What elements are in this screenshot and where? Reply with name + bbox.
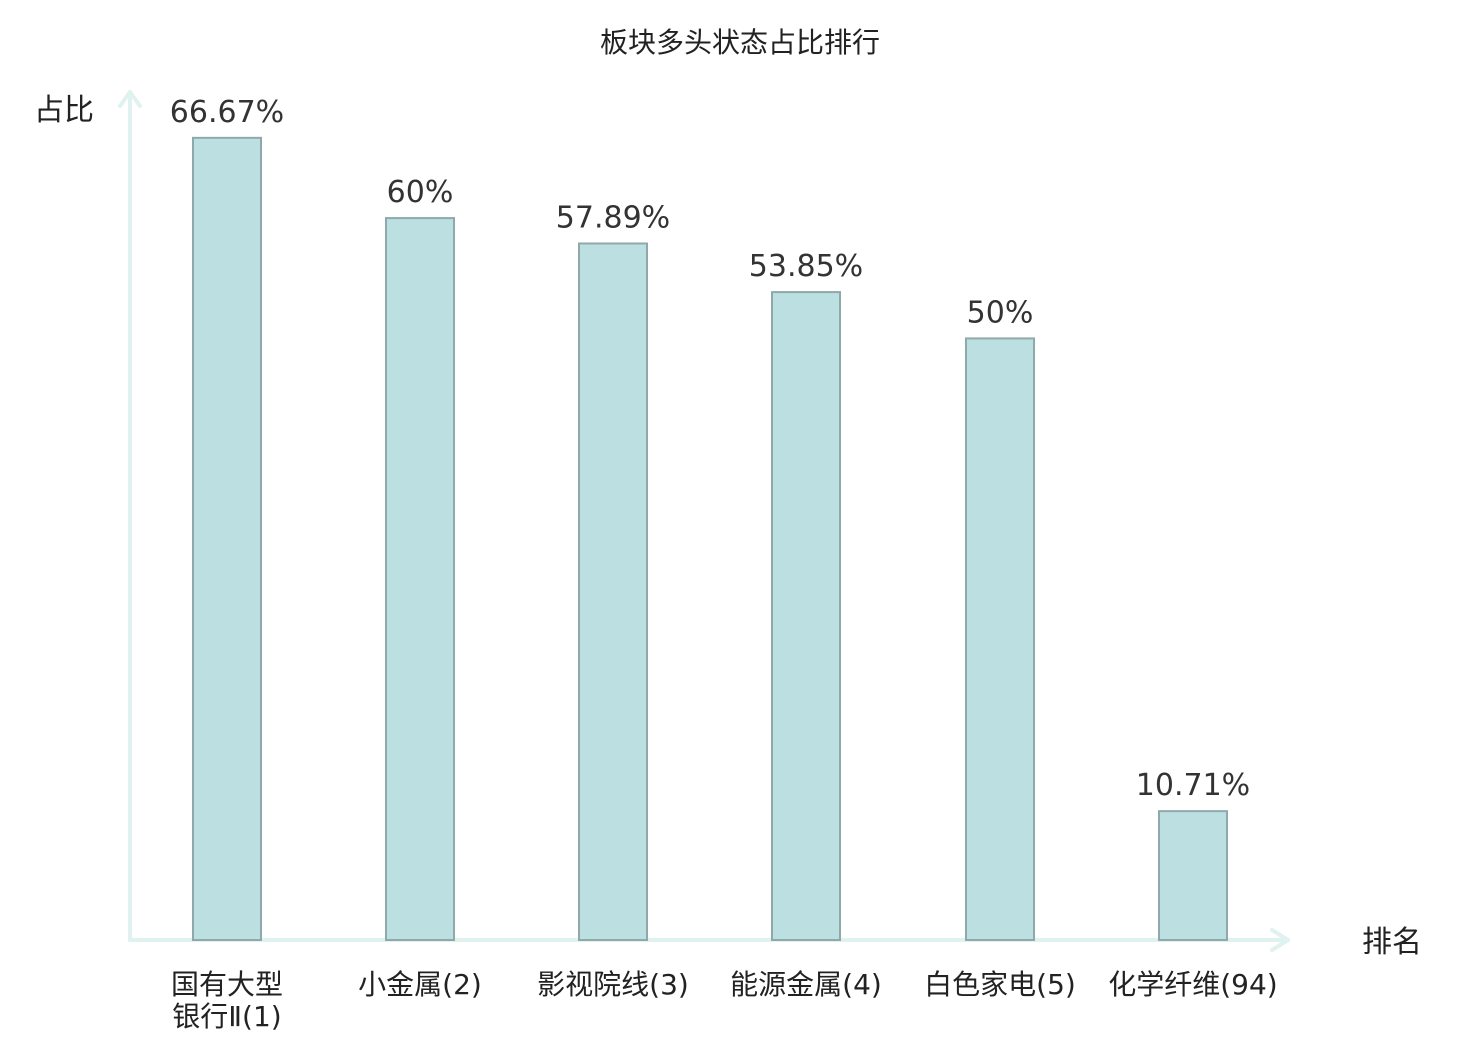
- x-axis-label: 排名: [1362, 925, 1422, 960]
- bar-6: [1158, 810, 1228, 942]
- value-label-1: 66.67%: [170, 95, 284, 130]
- category-label-line: 国有大型: [171, 968, 283, 1001]
- value-label-6: 10.71%: [1136, 768, 1250, 803]
- bar-2: [385, 217, 455, 942]
- x-axis: [128, 928, 1290, 952]
- category-label-2: 小金属(2): [358, 968, 482, 1001]
- value-label-2: 60%: [387, 175, 454, 210]
- value-labels-group: 66.67% 60% 57.89% 53.85% 50% 10.71%: [170, 95, 1250, 803]
- category-label-line: 影视院线(3): [537, 968, 689, 1001]
- bars-group: [192, 136, 1228, 942]
- category-label-1: 国有大型银行Ⅱ(1): [171, 968, 283, 1033]
- category-label-line: 白色家电(5): [924, 968, 1076, 1001]
- bar-4: [771, 291, 841, 941]
- category-label-line: 能源金属(4): [730, 968, 882, 1001]
- category-labels-group: 国有大型银行Ⅱ(1) 小金属(2) 影视院线(3) 能源金属(4) 白色家电(5) 化学纤…: [171, 968, 1278, 1033]
- category-label-line: 化学纤维(94): [1108, 968, 1277, 1001]
- category-label-line: 银行Ⅱ(1): [172, 1000, 281, 1033]
- category-label-4: 能源金属(4): [730, 968, 882, 1001]
- value-label-3: 57.89%: [556, 200, 670, 235]
- bar-3: [578, 242, 648, 941]
- category-label-3: 影视院线(3): [537, 968, 689, 1001]
- category-label-5: 白色家电(5): [924, 968, 1076, 1001]
- value-label-5: 50%: [967, 295, 1034, 330]
- y-axis-label: 占比: [34, 93, 94, 128]
- y-axis: [118, 90, 142, 942]
- chart-title: 板块多头状态占比排行: [600, 26, 880, 59]
- category-label-6: 化学纤维(94): [1108, 968, 1277, 1001]
- category-label-line: 小金属(2): [358, 968, 482, 1001]
- bar-5: [965, 337, 1035, 941]
- bar-1: [192, 136, 262, 941]
- value-label-4: 53.85%: [749, 249, 863, 284]
